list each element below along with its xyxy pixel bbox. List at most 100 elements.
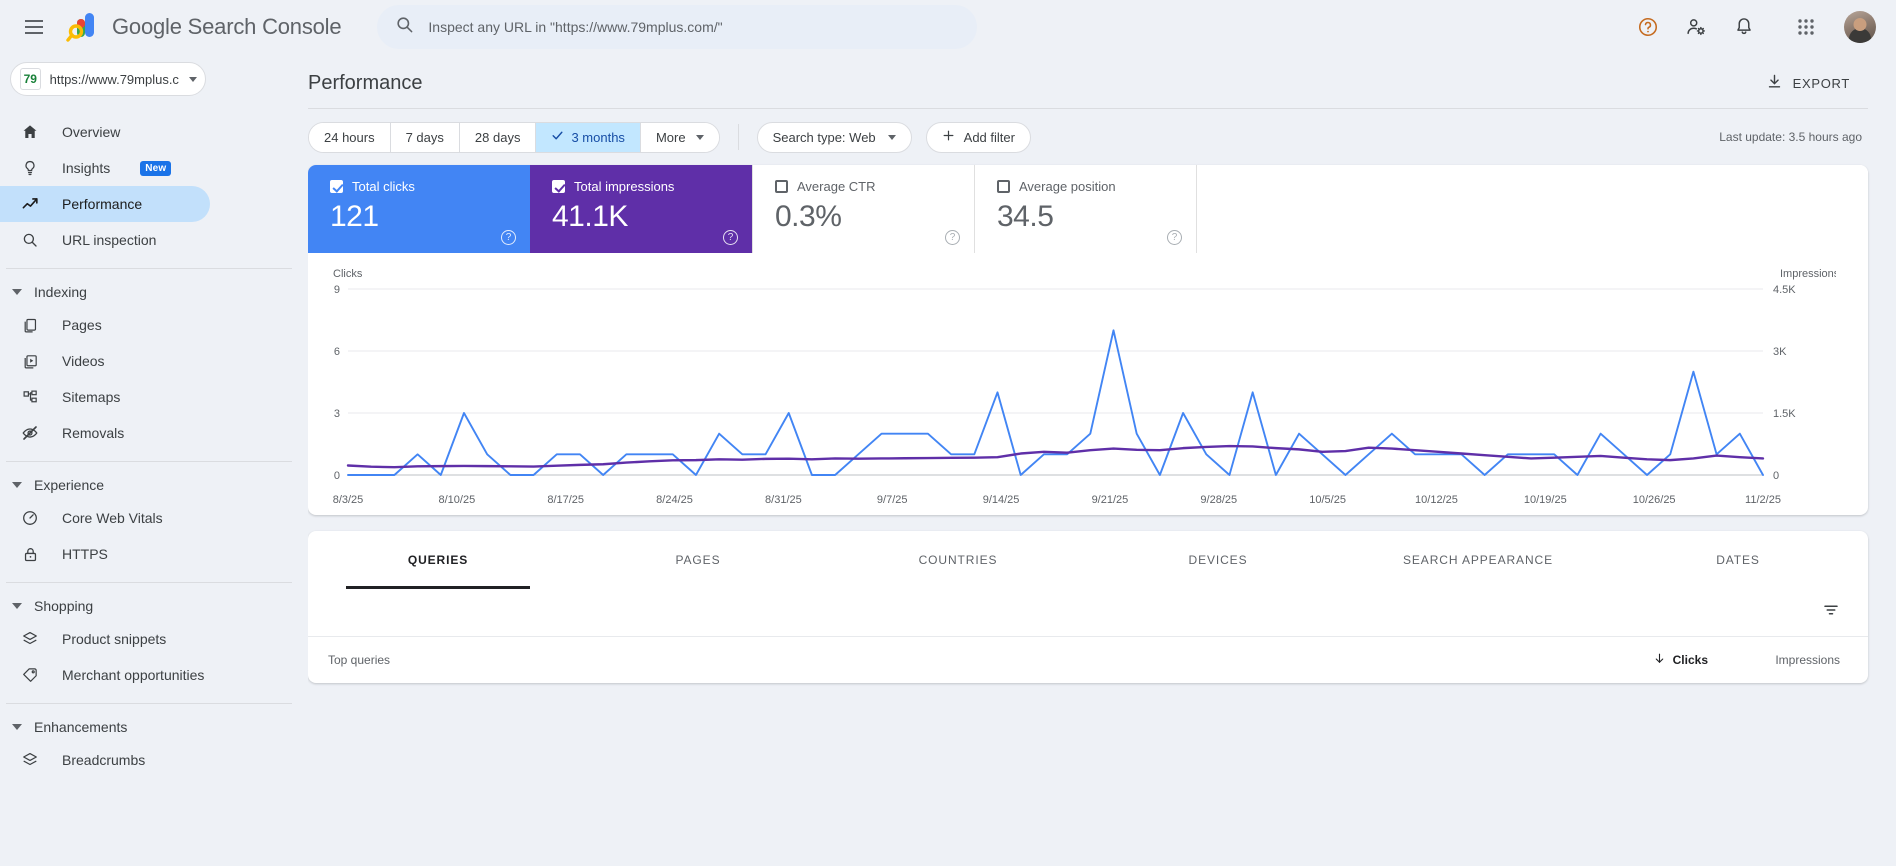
tab-label: COUNTRIES	[918, 553, 998, 567]
range-28-days[interactable]: 28 days	[459, 122, 537, 152]
sidebar-item-overview[interactable]: Overview	[0, 114, 210, 150]
table-header-row: Top queries Clicks Impressions	[308, 637, 1868, 683]
help-icon[interactable]: ?	[501, 230, 516, 245]
range-more[interactable]: More	[640, 122, 719, 152]
sidebar-group-shopping[interactable]: Shopping	[0, 591, 308, 621]
help-icon[interactable]: ?	[723, 230, 738, 245]
svg-text:0: 0	[1773, 470, 1779, 482]
property-badge: 79	[20, 68, 41, 90]
sidebar-group-experience[interactable]: Experience	[0, 470, 308, 500]
average-ctr-checkbox[interactable]	[775, 180, 788, 193]
group-label: Shopping	[34, 598, 94, 614]
speedometer-icon	[20, 508, 40, 528]
check-icon	[551, 129, 564, 145]
sidebar-label: HTTPS	[62, 546, 108, 562]
metric-label: Average position	[1019, 179, 1116, 194]
metric-header: Average CTR	[775, 179, 956, 194]
url-inspection-search[interactable]	[377, 5, 978, 49]
average-position-checkbox[interactable]	[997, 180, 1010, 193]
total-impressions-checkbox[interactable]	[552, 180, 565, 193]
metric-label: Total impressions	[574, 179, 675, 194]
performance-card: Total clicks 121 ? Total impressions 41.…	[308, 165, 1868, 515]
sidebar-item-product-snippets[interactable]: Product snippets	[0, 621, 210, 657]
sitemap-icon	[20, 387, 40, 407]
svg-text:10/26/25: 10/26/25	[1633, 494, 1676, 506]
notifications-icon[interactable]	[1724, 7, 1764, 47]
sidebar-label: Core Web Vitals	[62, 510, 163, 526]
page-title: Performance	[308, 71, 423, 94]
sidebar-label: Breadcrumbs	[62, 752, 146, 768]
total-clicks-checkbox[interactable]	[330, 180, 343, 193]
tab-search-appearance[interactable]: SEARCH APPEARANCE	[1348, 531, 1608, 589]
sidebar-group-indexing[interactable]: Indexing	[0, 277, 308, 307]
search-icon	[20, 230, 40, 250]
filter-bar: 24 hours 7 days 28 days 3 months More	[308, 109, 1868, 165]
search-type-label: Search type: Web	[772, 129, 876, 145]
sidebar-label: Pages	[62, 317, 102, 333]
brand[interactable]: Google Search Console	[66, 11, 342, 43]
divider	[308, 108, 1868, 109]
sidebar-item-performance[interactable]: Performance	[0, 186, 210, 222]
svg-text:11/2/25: 11/2/25	[1745, 494, 1781, 506]
range-24-hours[interactable]: 24 hours	[309, 122, 391, 152]
sidebar-label: Videos	[62, 353, 105, 369]
column-header-clicks[interactable]: Clicks	[1653, 652, 1708, 668]
export-label: EXPORT	[1792, 75, 1850, 91]
metric-label: Average CTR	[797, 179, 876, 194]
add-filter-label: Add filter	[963, 129, 1015, 145]
sidebar-item-merchant-opportunities[interactable]: Merchant opportunities	[0, 657, 210, 693]
sidebar-item-videos[interactable]: Videos	[0, 343, 210, 379]
help-icon[interactable]: ?	[1167, 230, 1182, 245]
help-icon[interactable]: ?	[945, 230, 960, 245]
sidebar-item-url-inspection[interactable]: URL inspection	[0, 222, 210, 258]
metric-total-impressions[interactable]: Total impressions 41.1K ?	[530, 165, 752, 253]
sidebar-item-insights[interactable]: Insights New	[0, 150, 210, 186]
tab-pages[interactable]: PAGES	[568, 531, 828, 589]
sort-down-icon	[1653, 652, 1666, 668]
svg-text:10/19/25: 10/19/25	[1524, 494, 1567, 506]
property-selector[interactable]: 79 https://www.79mplus.c...	[10, 62, 206, 96]
help-icon[interactable]	[1628, 7, 1668, 47]
tab-devices[interactable]: DEVICES	[1088, 531, 1348, 589]
date-range-segmented-control: 24 hours 7 days 28 days 3 months More	[308, 121, 720, 153]
metric-average-ctr[interactable]: Average CTR 0.3% ?	[752, 165, 974, 253]
sidebar-item-core-web-vitals[interactable]: Core Web Vitals	[0, 500, 210, 536]
pages-icon	[20, 315, 40, 335]
range-3-months[interactable]: 3 months	[536, 122, 641, 152]
metric-average-position[interactable]: Average position 34.5 ?	[974, 165, 1196, 253]
filter-list-icon[interactable]	[1822, 601, 1840, 624]
sidebar-item-removals[interactable]: Removals	[0, 415, 210, 451]
search-input[interactable]	[428, 19, 960, 35]
sidebar-item-breadcrumbs[interactable]: Breadcrumbs	[0, 742, 210, 778]
apps-grid-icon[interactable]	[1786, 7, 1826, 47]
sidebar-group-enhancements[interactable]: Enhancements	[0, 712, 308, 742]
performance-chart: Clicks Impressions 0 0 3 1.5K 6 3K 9 4.5K 8/3/25 8/…	[308, 253, 1868, 515]
metric-header: Average position	[997, 179, 1178, 194]
svg-text:Clicks: Clicks	[333, 268, 363, 280]
tab-countries[interactable]: COUNTRIES	[828, 531, 1088, 589]
dimension-tabs: QUERIES PAGES COUNTRIES DEVICES SEARCH A…	[308, 531, 1868, 589]
export-button[interactable]: EXPORT	[1760, 65, 1856, 101]
range-label: 7 days	[405, 129, 444, 145]
tab-dates[interactable]: DATES	[1608, 531, 1868, 589]
search-type-filter[interactable]: Search type: Web	[756, 121, 912, 153]
range-7-days[interactable]: 7 days	[390, 122, 460, 152]
page-header: Performance EXPORT	[308, 54, 1868, 106]
account-settings-icon[interactable]	[1676, 7, 1716, 47]
tab-queries[interactable]: QUERIES	[308, 531, 568, 589]
brand-title: Google Search Console	[112, 14, 342, 39]
sidebar-item-pages[interactable]: Pages	[0, 307, 210, 343]
group-label: Experience	[34, 477, 105, 493]
sidebar-item-sitemaps[interactable]: Sitemaps	[0, 379, 210, 415]
svg-text:4.5K: 4.5K	[1773, 284, 1796, 296]
tab-label: PAGES	[675, 553, 721, 567]
menu-icon[interactable]	[14, 7, 54, 47]
add-filter-button[interactable]: Add filter	[925, 121, 1031, 153]
sidebar-label: Product snippets	[62, 631, 167, 647]
column-header-impressions: Impressions	[1775, 653, 1840, 667]
sidebar-item-https[interactable]: HTTPS	[0, 536, 210, 572]
metric-total-clicks[interactable]: Total clicks 121 ?	[308, 165, 530, 253]
svg-text:8/31/25: 8/31/25	[765, 494, 802, 506]
metric-filler	[1196, 165, 1868, 253]
avatar[interactable]	[1844, 11, 1876, 43]
